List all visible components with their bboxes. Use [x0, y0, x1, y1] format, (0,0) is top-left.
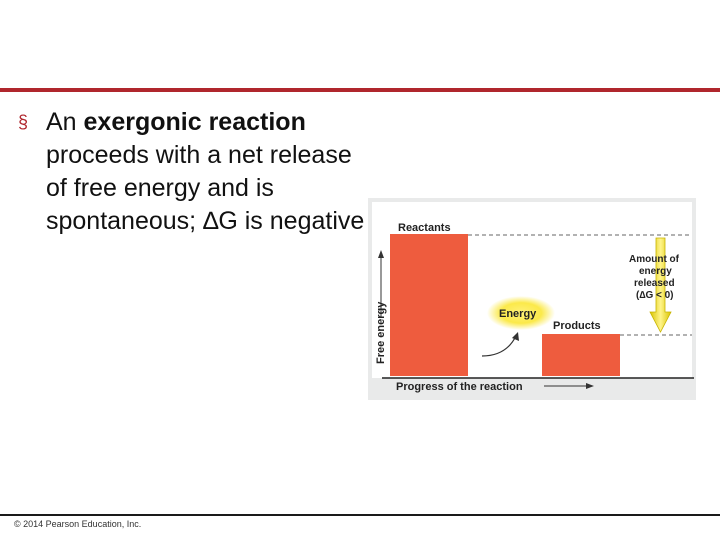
- bullet-rest: proceeds with a net release of free ener…: [46, 141, 365, 235]
- x-axis-arrowhead-icon: [586, 383, 594, 389]
- energy-arrowhead-icon: [512, 332, 519, 341]
- energy-released-arrow-icon: [649, 237, 672, 333]
- released-line-4: (∆G < 0): [636, 290, 674, 301]
- energy-release-arrow: [481, 335, 517, 357]
- bullet-icon: §: [18, 112, 29, 132]
- title-divider: [0, 88, 720, 92]
- released-line-3: released: [634, 278, 675, 289]
- copyright-footer: © 2014 Pearson Education, Inc.: [14, 519, 142, 529]
- reactants-bar: [390, 234, 468, 376]
- y-axis-label: Free energy: [375, 301, 387, 364]
- energy-glow: [487, 296, 555, 330]
- x-axis-label: Progress of the reaction: [396, 381, 523, 393]
- products-label: Products: [553, 320, 601, 332]
- released-line-1: Amount of: [629, 254, 680, 265]
- footer-divider: [0, 514, 720, 516]
- bullet-prefix: An: [46, 108, 84, 136]
- y-axis-arrowhead-icon: [378, 250, 384, 258]
- released-line-2: energy: [639, 266, 672, 277]
- y-axis-label-group: Free energy: [375, 250, 387, 364]
- bullet-bold-term: exergonic reaction: [83, 108, 306, 136]
- products-bar: [542, 334, 620, 376]
- reactants-label: Reactants: [398, 222, 451, 234]
- bullet-text: An exergonic reaction proceeds with a ne…: [46, 106, 366, 238]
- exergonic-diagram: Reactants Products Energy Free energy Pr…: [368, 198, 696, 400]
- energy-label: Energy: [499, 308, 537, 320]
